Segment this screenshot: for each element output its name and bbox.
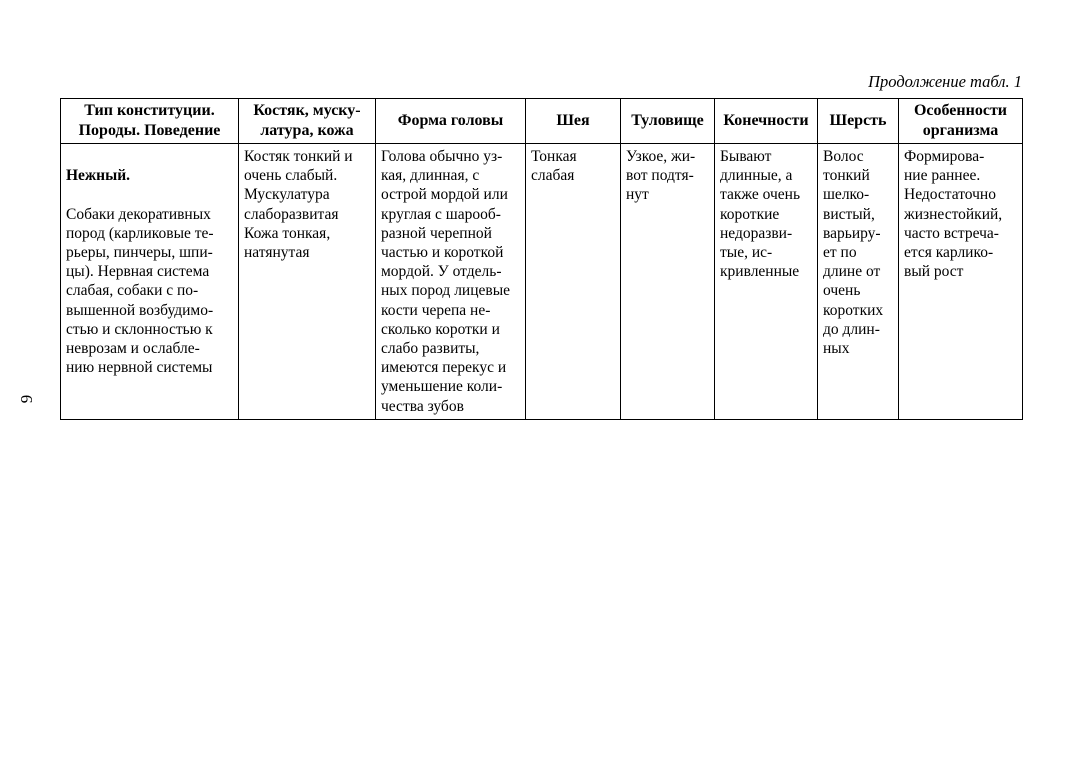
constitution-type-description: Собаки декоративных пород (карликовые те… [66,205,214,377]
cell-torso: Узкое, жи- вот подтя- нут [620,143,715,420]
page-number: 9 [17,394,36,404]
col-header-constitution-type: Тип конституции. Породы. Поведение [60,98,239,144]
cell-skeleton-muscles-skin: Костяк тонкий и очень слабый. Мускулатур… [238,143,376,420]
col-header-coat: Шерсть [817,98,899,144]
col-header-head-shape: Форма головы [375,98,526,144]
dog-constitution-table: Тип конституции. Породы. Поведение Костя… [60,98,1023,420]
cell-constitution-type: Нежный. Собаки декоративных пород (карли… [60,143,239,420]
col-header-neck: Шея [525,98,621,144]
col-header-organism-features: Особенности организма [898,98,1023,144]
table-continuation-caption: Продолжение табл. 1 [868,72,1022,91]
cell-organism-features: Формирова- ние раннее. Недостаточно жизн… [898,143,1023,420]
cell-neck: Тонкая слабая [525,143,621,420]
cell-limbs: Бывают длинные, а также очень короткие н… [714,143,818,420]
table-header-row: Тип конституции. Породы. Поведение Костя… [60,98,1023,144]
cell-head-shape: Голова обычно уз- кая, длинная, с острой… [375,143,526,420]
col-header-torso: Туловище [620,98,715,144]
col-header-skeleton-muscles-skin: Костяк, муску- латура, кожа [238,98,376,144]
table-row: Нежный. Собаки декоративных пород (карли… [60,143,1023,420]
constitution-type-name: Нежный. [66,167,131,185]
cell-coat: Волос тонкий шелко- вистый, варьиру- ет … [817,143,899,420]
col-header-limbs: Конечности [714,98,818,144]
